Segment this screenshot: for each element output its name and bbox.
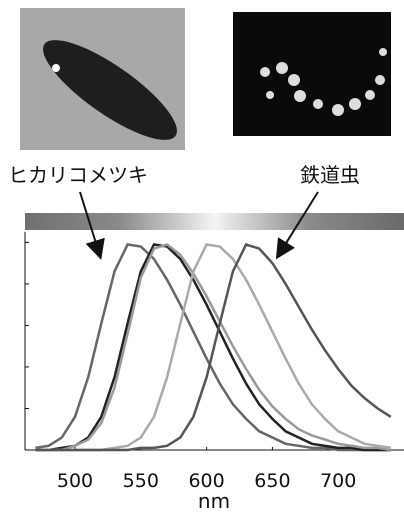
spectrum-bar xyxy=(25,213,404,230)
annotation: ヒカリコメツキ xyxy=(8,163,148,187)
x-tick-label: 500 xyxy=(57,470,93,492)
photo-click-beetle xyxy=(20,8,189,156)
x-axis-label: nm xyxy=(198,489,230,513)
annotation: 鉄道虫 xyxy=(300,163,360,187)
series-line xyxy=(36,245,391,451)
x-tick-label: 650 xyxy=(254,470,290,492)
photo-railroad-worm xyxy=(233,12,391,136)
x-tick-label: 700 xyxy=(320,470,356,492)
x-tick-label: 550 xyxy=(123,470,159,492)
figure: ヒカリコメツキ 鉄道虫 nm 500 550 600 650 700 xyxy=(0,0,404,520)
x-tick-label: 600 xyxy=(188,470,224,492)
